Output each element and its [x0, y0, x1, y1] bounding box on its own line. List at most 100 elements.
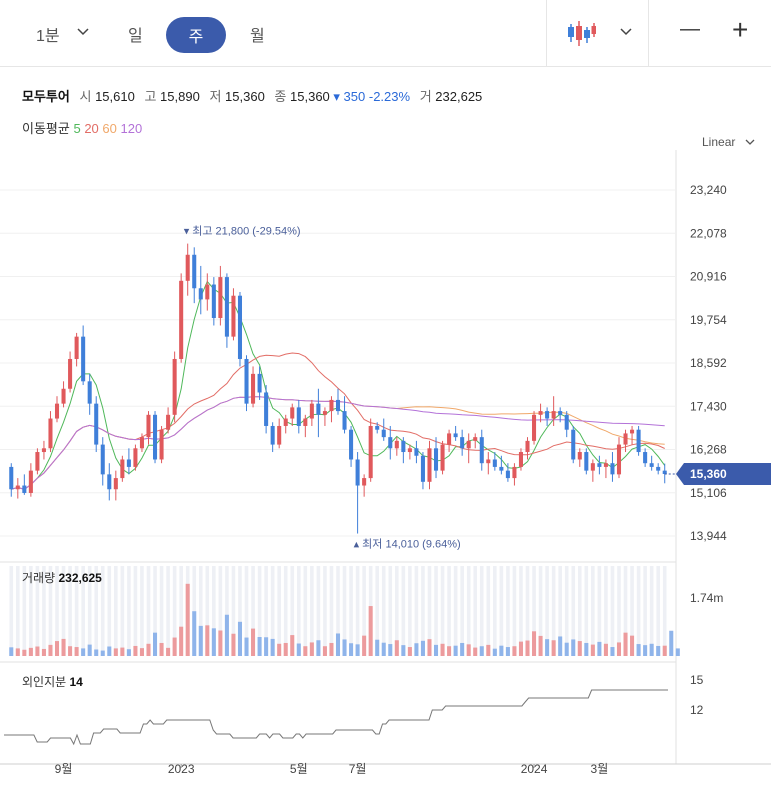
volume-bar	[283, 642, 288, 656]
candle-body	[388, 437, 393, 449]
candle	[107, 463, 112, 501]
candle-body	[420, 455, 425, 482]
volume-bar	[329, 642, 334, 656]
candle-body	[22, 485, 27, 493]
zoom-in-button[interactable]: +	[732, 14, 749, 45]
candle-body	[577, 452, 582, 460]
candle	[100, 437, 105, 486]
close-value: 15,360	[290, 89, 330, 104]
tab-month[interactable]: 월	[250, 28, 265, 45]
candle-body	[224, 277, 229, 337]
volume-bar	[22, 649, 27, 656]
candle	[218, 265, 223, 326]
volume-bar	[453, 645, 458, 656]
candle-body	[342, 411, 347, 430]
interval-select[interactable]: 1분	[36, 28, 60, 45]
tab-week[interactable]: 주	[166, 17, 226, 53]
candle-body	[264, 392, 269, 426]
chevron-down-icon[interactable]	[77, 27, 89, 39]
candlestick-icon[interactable]	[566, 18, 596, 53]
candle	[41, 440, 46, 460]
volume-bar	[100, 650, 105, 656]
candle-body	[290, 407, 295, 419]
volume-bar	[335, 633, 341, 656]
volume-bar	[355, 644, 360, 656]
candle-body	[414, 448, 419, 456]
volume-bar	[179, 626, 184, 656]
candle	[251, 366, 256, 408]
candle-body	[15, 485, 20, 490]
volume-bar	[630, 635, 635, 656]
candle-body	[597, 463, 602, 467]
toolbar-divider	[546, 0, 547, 66]
candle-body	[538, 411, 543, 415]
x-tick-label: 2023	[168, 762, 195, 776]
candle-body	[133, 448, 138, 467]
candle	[447, 429, 452, 453]
foreign-tick-label: 15	[690, 673, 704, 687]
volume-bar	[545, 639, 550, 656]
candle-body	[466, 440, 471, 449]
candle	[558, 407, 563, 423]
candle-body	[270, 425, 275, 445]
volume-bar	[538, 635, 543, 656]
candle	[375, 422, 380, 434]
candle-body	[139, 437, 144, 449]
candle-body	[153, 414, 158, 460]
candle	[505, 463, 510, 482]
candle-body	[237, 295, 243, 359]
candle	[616, 437, 622, 479]
volume-bar	[192, 611, 197, 656]
candle-body	[172, 358, 177, 415]
volume-bar	[316, 640, 321, 656]
candle	[577, 448, 582, 467]
candle-body	[616, 444, 622, 475]
volume-bar	[558, 636, 563, 656]
candle	[198, 265, 203, 315]
candle-body	[492, 459, 497, 467]
candle	[597, 455, 602, 475]
candle	[538, 403, 543, 423]
scale-select[interactable]: Linear	[702, 135, 755, 149]
candle	[153, 411, 158, 464]
volume-bar	[303, 646, 308, 656]
candle	[113, 470, 118, 501]
candle-body	[512, 466, 517, 479]
candle	[349, 425, 354, 467]
candle-body	[394, 440, 399, 449]
candle-body	[41, 448, 46, 453]
price-tick-label: 19,754	[690, 313, 727, 327]
candle-body	[28, 470, 33, 493]
volume-bar	[218, 630, 223, 656]
price-tick-label: 18,592	[690, 356, 727, 370]
candle-body	[205, 284, 210, 300]
candle	[420, 452, 425, 490]
zoom-out-button[interactable]: —	[680, 18, 700, 40]
chevron-down-icon[interactable]	[620, 27, 632, 39]
candle-body	[349, 429, 354, 460]
tab-day[interactable]: 일	[128, 28, 143, 45]
price-tick-label: 16,268	[690, 443, 727, 457]
candle	[303, 414, 308, 438]
candle-body	[558, 411, 563, 415]
candle-body	[499, 466, 504, 471]
candle	[342, 396, 347, 434]
candle	[179, 273, 184, 363]
low-label: 저	[209, 89, 222, 104]
candle-body	[407, 448, 412, 453]
high-annotation: ▾ 최고 21,800 (-29.54%)	[184, 225, 301, 238]
volume-label: 거	[419, 89, 432, 104]
candle-body	[87, 381, 92, 404]
candle	[368, 418, 373, 482]
volume-bar	[139, 648, 144, 656]
candle-body	[309, 403, 314, 419]
volume-bar	[126, 649, 131, 656]
volume-bar	[381, 642, 386, 656]
candle	[15, 478, 20, 499]
volume-bar	[146, 643, 151, 656]
low-value: 15,360	[225, 89, 265, 104]
volume-bar	[113, 648, 118, 656]
candle	[257, 366, 262, 400]
candle-body	[179, 280, 184, 359]
